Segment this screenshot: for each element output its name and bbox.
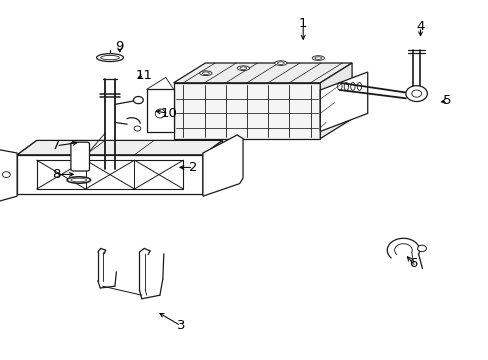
Ellipse shape <box>274 61 286 66</box>
Text: 2: 2 <box>188 161 197 174</box>
Circle shape <box>417 245 426 252</box>
Ellipse shape <box>155 109 164 118</box>
Ellipse shape <box>199 71 212 76</box>
Polygon shape <box>17 140 222 155</box>
Circle shape <box>422 93 425 95</box>
Text: 8: 8 <box>52 168 61 181</box>
Ellipse shape <box>101 55 119 60</box>
Text: 3: 3 <box>176 319 185 332</box>
Text: 11: 11 <box>136 69 152 82</box>
Text: 7: 7 <box>52 139 61 152</box>
Circle shape <box>405 86 427 102</box>
Text: 6: 6 <box>408 257 417 270</box>
Ellipse shape <box>237 66 249 71</box>
Ellipse shape <box>240 67 246 69</box>
Text: 4: 4 <box>415 21 424 33</box>
Text: 5: 5 <box>442 94 451 107</box>
Ellipse shape <box>314 57 321 59</box>
Ellipse shape <box>96 54 123 62</box>
FancyBboxPatch shape <box>71 142 89 171</box>
Circle shape <box>407 93 409 95</box>
Text: 9: 9 <box>115 40 124 53</box>
Polygon shape <box>146 89 173 132</box>
Ellipse shape <box>71 178 86 182</box>
Circle shape <box>133 96 143 104</box>
Circle shape <box>411 90 421 97</box>
Ellipse shape <box>277 62 284 64</box>
Circle shape <box>414 87 417 89</box>
Polygon shape <box>173 83 320 139</box>
Text: 1: 1 <box>298 17 307 30</box>
Polygon shape <box>203 140 222 194</box>
Circle shape <box>2 172 10 177</box>
Ellipse shape <box>67 177 90 183</box>
Polygon shape <box>0 149 17 202</box>
Polygon shape <box>173 63 351 83</box>
Circle shape <box>414 98 417 100</box>
Polygon shape <box>320 63 351 139</box>
Ellipse shape <box>202 72 209 75</box>
Polygon shape <box>203 135 243 196</box>
Polygon shape <box>320 72 367 131</box>
Polygon shape <box>17 155 203 194</box>
Circle shape <box>134 126 141 131</box>
Text: 10: 10 <box>160 107 177 120</box>
Ellipse shape <box>312 56 324 60</box>
